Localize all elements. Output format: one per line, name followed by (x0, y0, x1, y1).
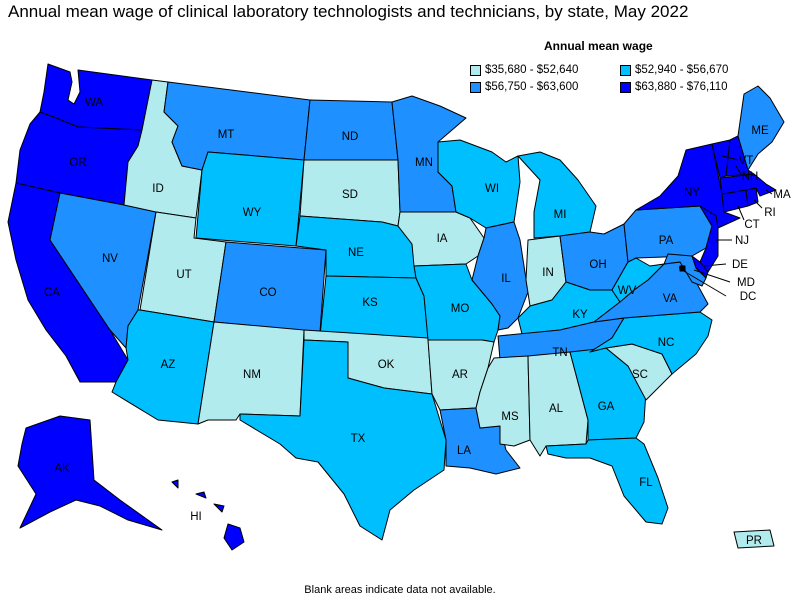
state-label-VT: VT (739, 155, 754, 167)
state-label-VA: VA (663, 293, 678, 305)
state-label-ME: ME (751, 125, 769, 137)
state-label-HI: HI (190, 511, 202, 523)
state-label-CT: CT (744, 219, 759, 231)
state-label-PR: PR (746, 535, 762, 547)
state-TX[interactable] (239, 339, 447, 541)
state-RI[interactable] (745, 187, 759, 207)
state-label-NV: NV (102, 253, 118, 265)
state-label-UT: UT (176, 269, 191, 281)
state-label-IL: IL (501, 273, 511, 285)
state-label-DC: DC (740, 291, 757, 303)
state-label-NE: NE (348, 247, 364, 259)
state-label-CO: CO (259, 287, 276, 299)
state-label-AK: AK (54, 463, 70, 475)
callout-line-MD (693, 269, 731, 283)
state-label-NY: NY (684, 187, 700, 199)
state-label-DE: DE (732, 259, 748, 271)
state-label-MD: MD (737, 277, 755, 289)
state-label-GA: GA (598, 401, 615, 413)
callout-line-VT (721, 155, 739, 161)
state-AK[interactable] (17, 415, 163, 531)
legend-item: $52,940 - $56,670 (620, 64, 728, 76)
legend-swatch (470, 81, 481, 93)
state-label-FL: FL (639, 477, 653, 489)
state-label-AR: AR (452, 369, 468, 381)
state-label-NH: NH (742, 171, 759, 183)
state-label-NC: NC (658, 337, 675, 349)
state-label-MN: MN (415, 157, 433, 169)
state-label-OR: OR (69, 157, 86, 169)
state-label-ND: ND (342, 131, 359, 143)
callout-line-MA (765, 189, 773, 195)
state-label-TX: TX (351, 433, 366, 445)
callout-line-CT (737, 205, 745, 221)
state-label-IN: IN (542, 267, 554, 279)
state-label-MA: MA (773, 189, 791, 201)
state-label-PA: PA (659, 235, 674, 247)
state-label-WI: WI (485, 183, 499, 195)
state-label-NM: NM (243, 369, 261, 381)
state-label-KS: KS (362, 297, 378, 309)
legend-item: $35,680 - $52,640 (470, 64, 578, 76)
state-label-LA: LA (457, 445, 471, 457)
state-label-MS: MS (501, 411, 519, 423)
state-label-MI: MI (554, 209, 567, 221)
state-label-KY: KY (572, 309, 588, 321)
state-label-NJ: NJ (735, 235, 749, 247)
legend-swatch (620, 81, 631, 93)
state-label-WA: WA (85, 97, 103, 109)
state-label-IA: IA (437, 233, 448, 245)
callout-line-RI (753, 199, 763, 209)
state-ME[interactable] (737, 85, 785, 171)
map-title: Annual mean wage of clinical laboratory … (8, 2, 689, 21)
state-label-CA: CA (44, 287, 60, 299)
state-MO[interactable] (413, 263, 501, 343)
dc-marker (679, 265, 685, 271)
state-label-ID: ID (152, 183, 164, 195)
state-label-WY: WY (243, 207, 262, 219)
state-label-MO: MO (451, 303, 470, 315)
state-DE[interactable] (691, 255, 709, 279)
state-MI[interactable] (517, 151, 597, 239)
state-label-MT: MT (218, 129, 235, 141)
footnote: Blank areas indicate data not available. (304, 584, 496, 596)
state-FL[interactable] (545, 437, 669, 525)
state-IL[interactable] (471, 221, 529, 331)
state-label-RI: RI (764, 207, 776, 219)
state-label-TN: TN (552, 347, 567, 359)
legend-label: $35,680 - $52,640 (485, 64, 579, 76)
state-label-OK: OK (378, 359, 395, 371)
state-label-AL: AL (549, 403, 564, 415)
legend-label: $56,750 - $63,600 (485, 81, 579, 93)
state-MA[interactable] (719, 173, 777, 197)
legend-item: $56,750 - $63,600 (470, 81, 578, 93)
state-NH[interactable] (725, 135, 755, 177)
callout-line-DC (681, 269, 727, 297)
state-HI[interactable] (171, 479, 245, 551)
state-label-WV: WV (618, 285, 637, 297)
legend-swatch (470, 64, 481, 76)
state-WY[interactable] (195, 151, 305, 247)
state-ND[interactable] (303, 99, 399, 161)
state-PR[interactable] (733, 529, 775, 549)
state-label-OH: OH (589, 259, 606, 271)
legend-item: $63,880 - $76,110 (620, 81, 728, 93)
legend-swatch (620, 64, 631, 76)
state-label-SC: SC (632, 369, 648, 381)
callout-line-NH (735, 165, 743, 177)
legend-title: Annual mean wage (544, 39, 653, 53)
state-label-AZ: AZ (161, 359, 176, 371)
state-label-SD: SD (342, 189, 358, 201)
legend-label: $52,940 - $56,670 (635, 64, 729, 76)
legend-label: $63,880 - $76,110 (635, 81, 728, 93)
callout-line-DE (703, 263, 727, 267)
